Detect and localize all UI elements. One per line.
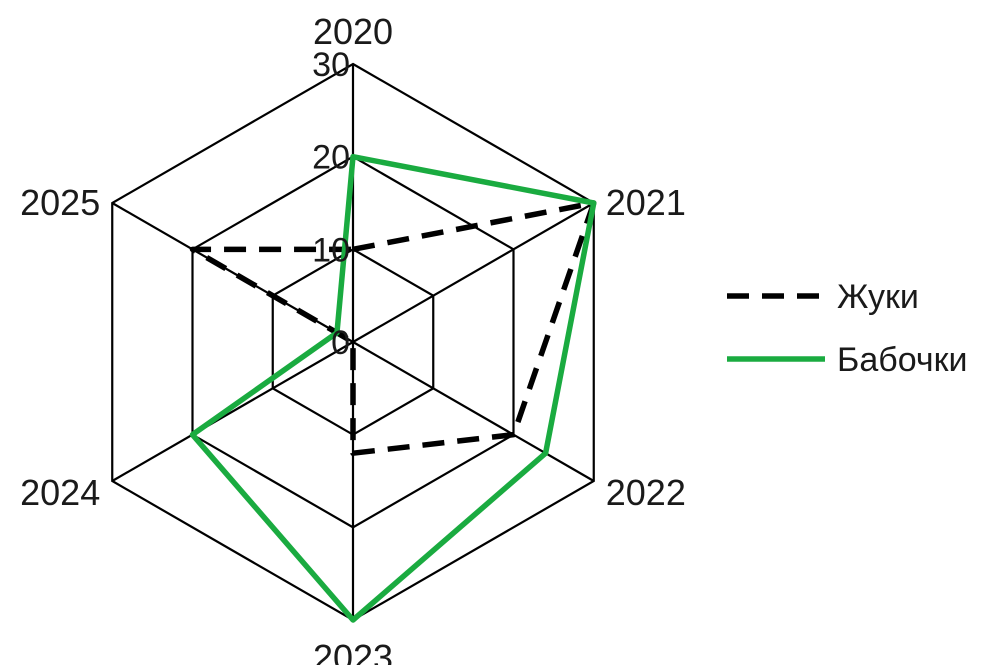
tick-label-20: 20 [312,139,350,177]
legend: Жуки Бабочки [727,278,967,379]
category-label-2021: 2021 [606,182,686,223]
tick-label-10: 10 [312,231,350,269]
category-label-2025: 2025 [20,182,100,223]
category-label-2022: 2022 [606,472,686,513]
radar-series [189,153,597,623]
category-labels: 2020 2021 2022 2023 2024 2025 [20,11,686,665]
grid-spoke-2021 [352,202,595,343]
radial-tick-labels: 0 10 20 30 [312,46,350,362]
legend-label-2: Бабочки [837,341,967,379]
category-label-2020: 2020 [313,11,393,52]
series-line-1 [189,200,597,456]
radar-grid [111,62,595,622]
grid-spoke-2025 [111,202,354,343]
grid-spoke-2024 [111,341,354,482]
grid-spoke-2022 [352,341,595,482]
tick-label-0: 0 [331,324,350,362]
legend-label-1: Жуки [837,278,919,316]
series-line-2 [189,153,597,623]
category-label-2023: 2023 [313,637,393,665]
tick-label-30: 30 [312,46,350,84]
category-label-2024: 2024 [20,472,100,513]
